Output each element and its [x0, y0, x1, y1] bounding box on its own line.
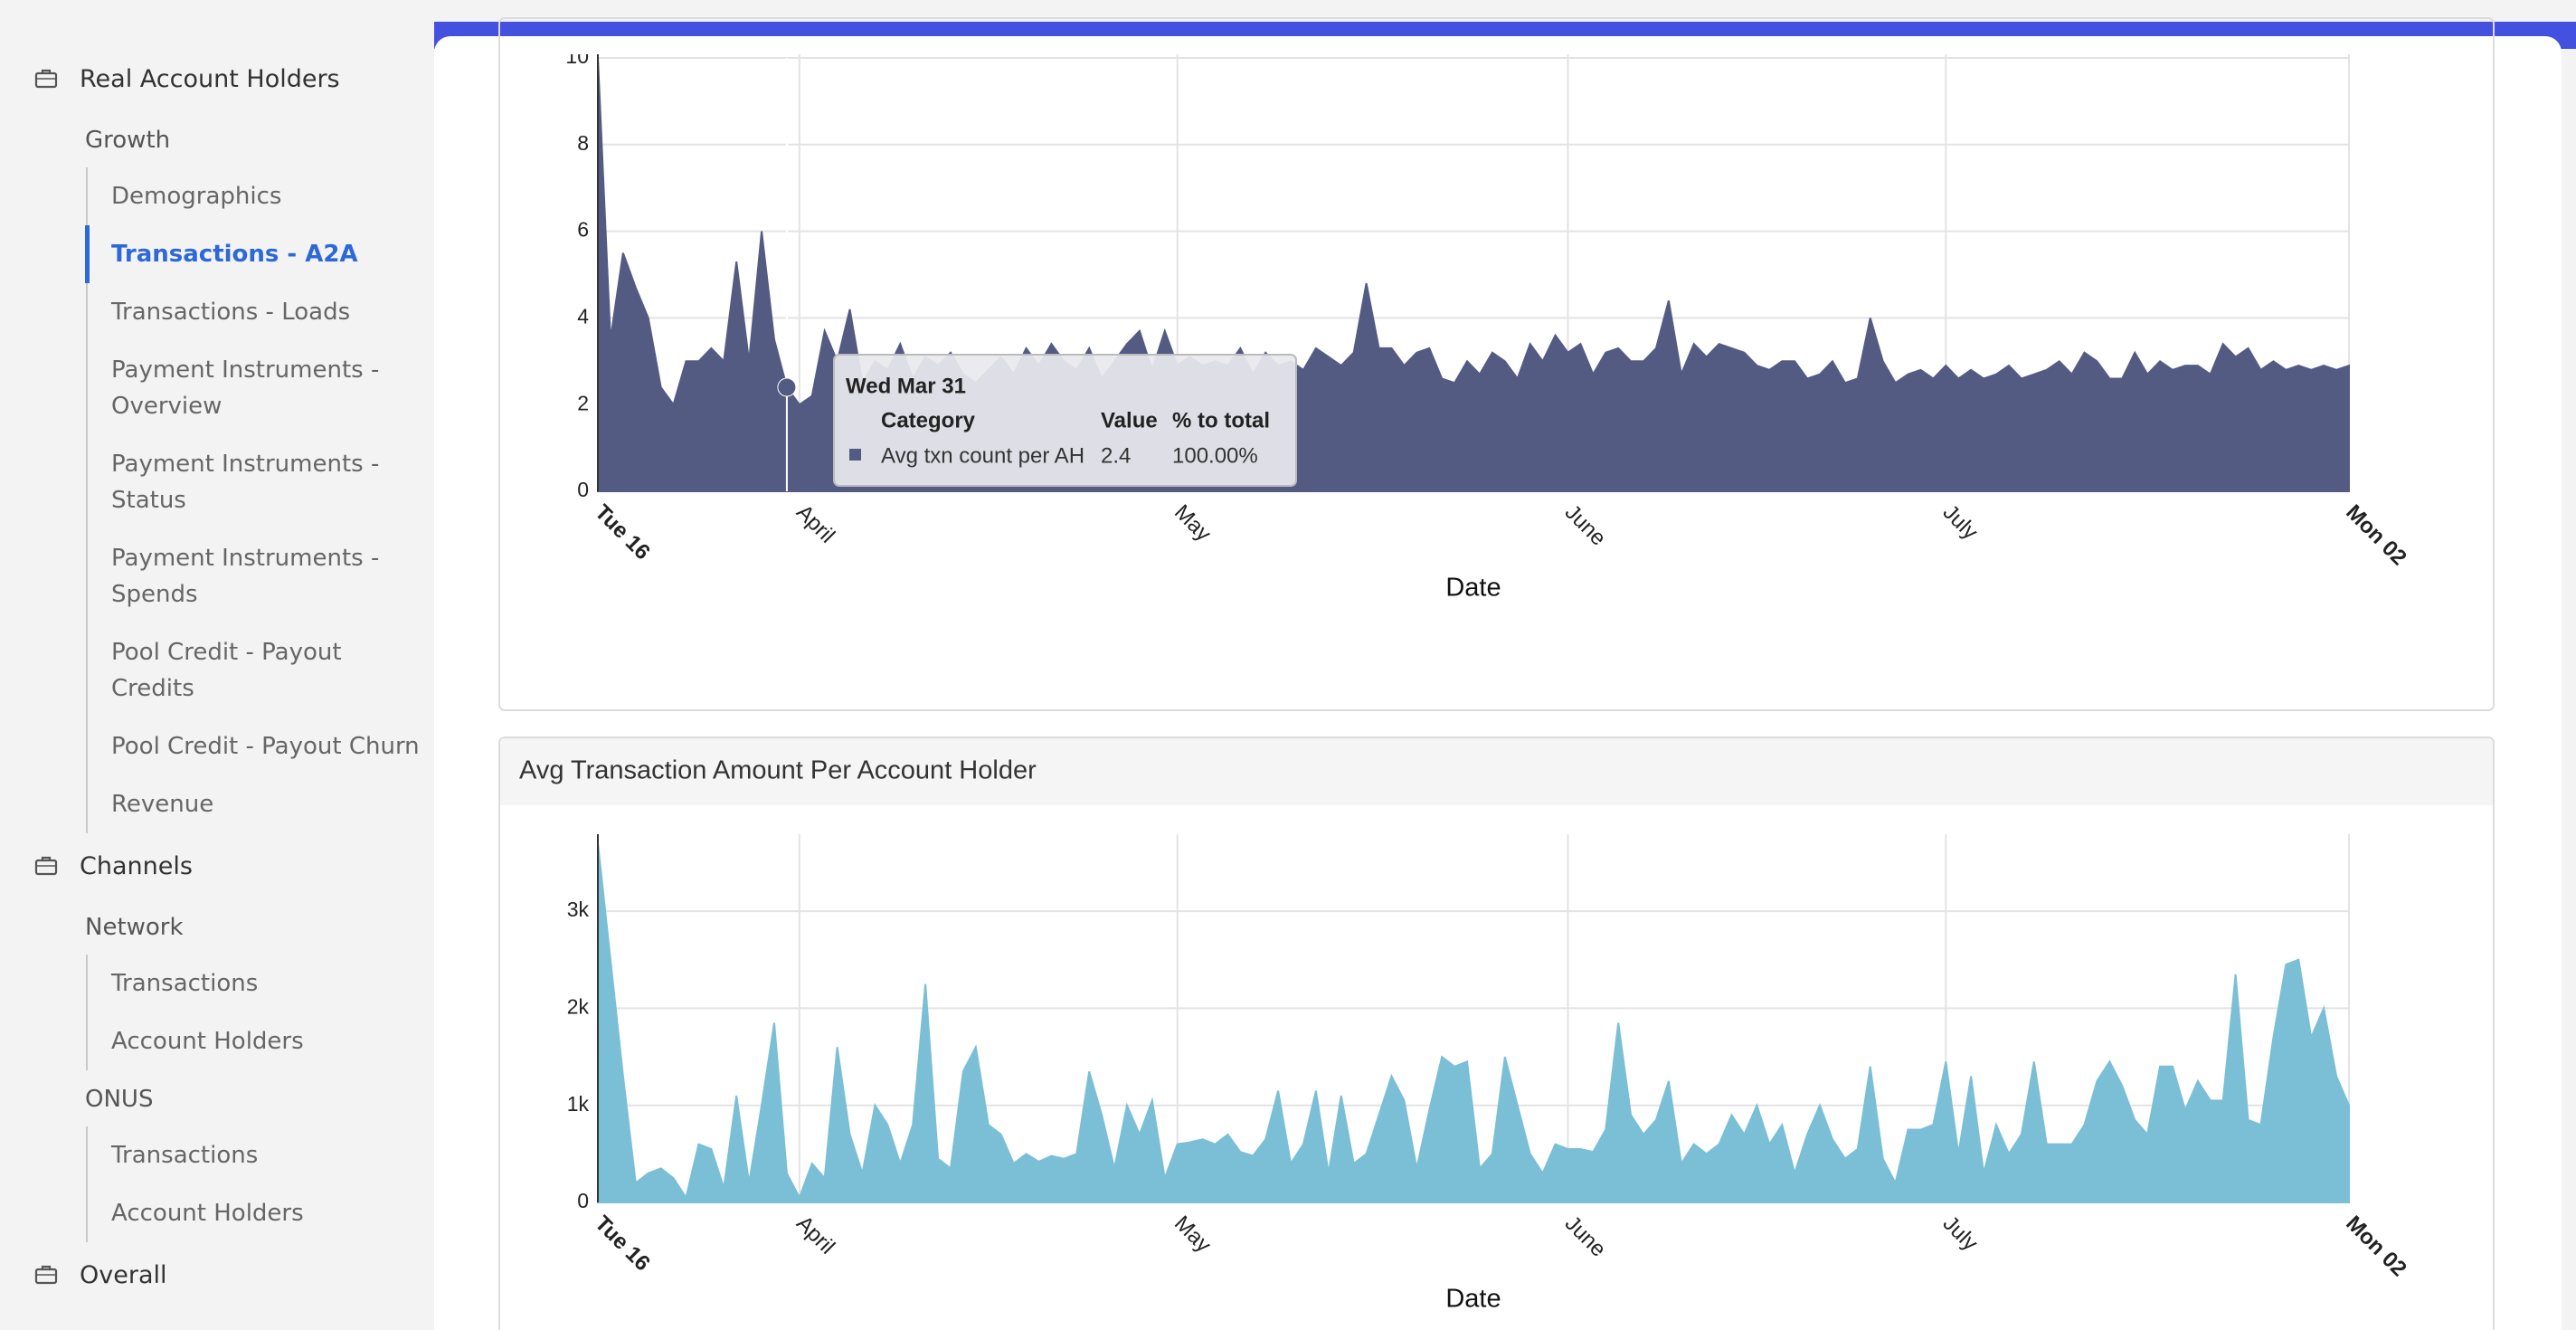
nav-list: Transactions Account Holders	[86, 955, 434, 1070]
nav-list: Demographics Transactions - A2A Transactio…	[85, 167, 434, 833]
briefcase-icon	[34, 69, 58, 89]
panel-header	[500, 738, 2493, 805]
nav-item[interactable]: Pool Credit - Payout Credits	[111, 639, 342, 702]
nav-list: Transactions Account Holders	[86, 1126, 434, 1242]
section-label[interactable]: Channels	[80, 851, 193, 880]
nav-item[interactable]: Payment Instruments - Status	[111, 451, 380, 514]
section-label[interactable]: Real Account Holders	[80, 64, 340, 93]
x-axis-label: Date	[1445, 1285, 1501, 1314]
tooltip-header: Value	[1101, 408, 1158, 432]
x-axis-label: Date	[1445, 574, 1501, 603]
nav-item[interactable]: Transactions - Loads	[111, 299, 351, 326]
hover-point	[777, 377, 797, 397]
nav-item[interactable]: Account Holders	[111, 1200, 304, 1227]
sidebar: Real Account Holders Growth Demographics Tr…	[0, 0, 434, 1330]
nav-item[interactable]: Transactions	[111, 1142, 259, 1169]
tooltip-header: % to total	[1172, 408, 1270, 432]
nav-item[interactable]: Demographics	[111, 183, 282, 210]
nav-item[interactable]: Revenue	[111, 791, 214, 818]
y-tick-label: 2	[577, 391, 589, 414]
nav-item[interactable]: Transactions - A2A	[85, 225, 423, 283]
section-label[interactable]: Overall	[80, 1260, 167, 1289]
y-tick-label: 0	[577, 478, 589, 501]
group-label[interactable]: ONUS	[85, 1086, 154, 1113]
y-tick-label: 4	[577, 304, 589, 328]
section: Real Account Holders	[0, 46, 434, 111]
nav-item[interactable]: Transactions	[111, 970, 259, 997]
y-tick-label: 3k	[567, 898, 590, 921]
briefcase-icon	[34, 856, 58, 876]
nav-item[interactable]: Payment Instruments - Overview	[111, 356, 380, 420]
y-tick-label: 0	[577, 1189, 589, 1212]
area	[597, 842, 2350, 1203]
nav-item[interactable]: Pool Credit - Payout Churn	[111, 733, 420, 760]
panel-title: Avg Transaction Amount Per Account Holde…	[519, 756, 1037, 785]
y-tick-label: 1k	[567, 1092, 590, 1116]
panel	[498, 17, 2495, 711]
panel	[498, 736, 2495, 1330]
nav-item[interactable]: Payment Instruments - Spends	[111, 545, 380, 608]
y-tick-label: 6	[577, 218, 589, 242]
tooltip	[833, 354, 1297, 487]
y-tick-label: 10	[565, 44, 589, 68]
group-label[interactable]: Growth	[85, 127, 171, 154]
tooltip-value: 2.4	[1101, 443, 1131, 468]
tooltip-share: 100.00%	[1172, 443, 1258, 468]
nav-item[interactable]: Account Holders	[111, 1028, 304, 1055]
legend-swatch	[849, 449, 861, 461]
briefcase-icon	[34, 1265, 58, 1285]
tooltip-category: Avg txn count per AH	[881, 443, 1084, 468]
group-label[interactable]: Network	[85, 914, 184, 941]
tooltip-header: Category	[881, 408, 976, 432]
section: Channels	[0, 833, 434, 898]
y-tick-label: 2k	[567, 994, 590, 1018]
y-tick-label: 8	[577, 131, 589, 155]
tooltip-title: Wed Mar 31	[846, 374, 966, 398]
section: Overall	[0, 1242, 434, 1307]
